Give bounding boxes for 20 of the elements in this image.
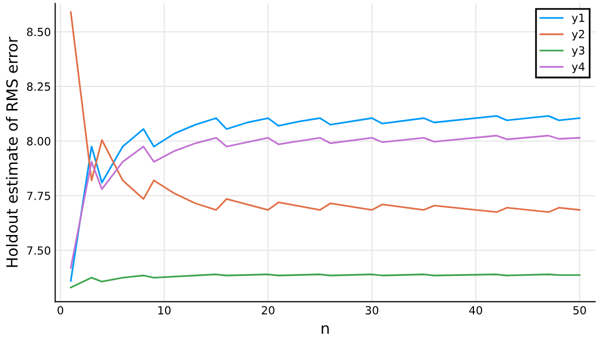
- y-tick-label: 8.50: [27, 28, 50, 36]
- x-tick-label: 30: [366, 306, 378, 314]
- y-tick-label: 8.00: [27, 137, 50, 146]
- line-series: [70, 274, 580, 288]
- legend-label: y3: [572, 46, 584, 57]
- line-series: [70, 115, 580, 282]
- y-tick-label: 7.50: [27, 246, 50, 255]
- x-tick-label: 50: [573, 306, 586, 314]
- x-tick-label: 20: [262, 306, 274, 314]
- x-tick-label: 10: [158, 306, 171, 314]
- y-axis-title: Holdout estimate of RMS error: [6, 36, 18, 267]
- x-axis-title: n: [322, 325, 329, 334]
- legend-label: y1: [572, 14, 584, 24]
- x-tick-label: 0: [58, 306, 64, 314]
- x-tick-label: 40: [469, 306, 482, 314]
- line-series: [70, 134, 580, 269]
- legend-label: y2: [572, 30, 584, 40]
- y-tick-label: 8.25: [27, 82, 50, 91]
- y-tick-label: 7.75: [27, 192, 50, 200]
- legend-label: y4: [572, 62, 585, 74]
